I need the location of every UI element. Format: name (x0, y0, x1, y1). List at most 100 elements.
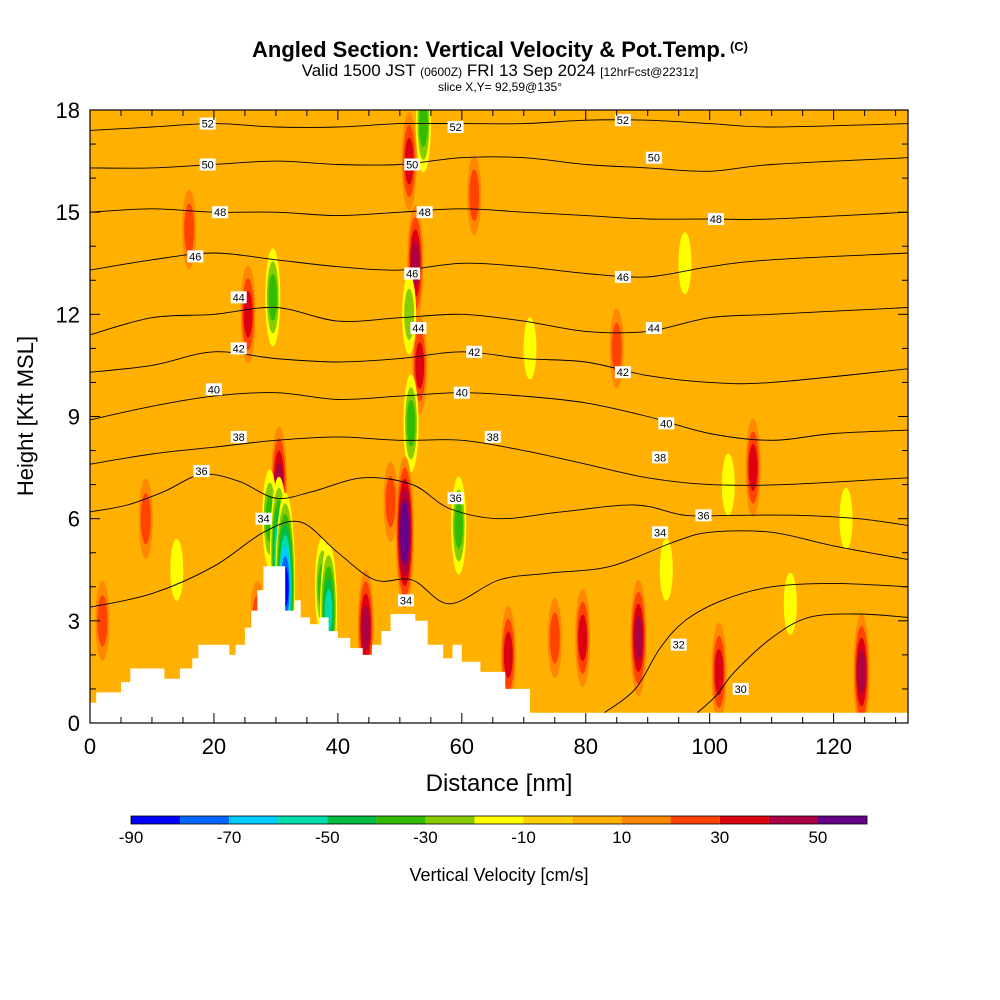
velocity-cell (361, 605, 370, 650)
isentrope-label-text: 48 (418, 207, 430, 219)
isentrope-label-bg (695, 509, 712, 522)
terrain (90, 566, 908, 723)
isentrope-42 (90, 351, 908, 385)
isentrope-label-text: 52 (202, 119, 214, 131)
isentrope-label-bg (230, 342, 247, 355)
isentrope-label: 52 (447, 121, 464, 134)
isentrope-label-bg (484, 430, 501, 443)
colorbar-swatch (621, 816, 671, 824)
valid-time: Valid 1500 JST (301, 61, 416, 80)
isentrope-label: 46 (187, 250, 204, 263)
y-tick-label: 9 (68, 405, 80, 430)
colorbar-swatch (817, 816, 867, 824)
colorbar-tick-label: -10 (511, 828, 536, 847)
velocity-cell (721, 453, 735, 516)
isentrope-label-bg (453, 386, 470, 399)
colorbar-swatch (523, 816, 573, 824)
velocity-cell (454, 502, 464, 549)
isentrope-label: 32 (670, 638, 687, 652)
title-suffix: (C) (729, 39, 748, 54)
isentrope-38 (90, 436, 908, 486)
isentrope-label: 34 (398, 594, 414, 607)
colorbar-swatch (278, 816, 328, 824)
isentrope-label-text: 50 (202, 160, 214, 172)
isentrope-label-text: 36 (195, 466, 207, 478)
isentrope-44 (90, 306, 908, 336)
colorbar-label: Vertical Velocity [cm/s] (409, 865, 588, 885)
isentrope-label: 46 (614, 270, 631, 284)
isentrope-label-bg (193, 465, 210, 477)
isentrope-label-text: 42 (233, 343, 245, 355)
isentrope-label: 36 (447, 492, 464, 505)
isentrope-label: 52 (199, 117, 216, 131)
isentrope-label-bg (614, 114, 631, 127)
title-text: Angled Section: Vertical Velocity & Pot.… (252, 37, 726, 62)
colorbar-swatch (425, 816, 475, 824)
isentrope-label-bg (230, 430, 247, 443)
x-tick-label: 120 (815, 734, 852, 759)
velocity-cell (401, 511, 409, 553)
isentrope-label: 44 (230, 291, 247, 304)
velocity-cell (678, 232, 692, 295)
valid-zulu: (0600Z) (420, 65, 463, 79)
velocity-cell (783, 572, 797, 635)
isentrope-label-bg (466, 345, 483, 358)
isentrope-label-bg (404, 158, 421, 171)
isentrope-label: 38 (230, 430, 247, 444)
isentrope-labels: 30 32 34 34 34 36 36 36 38 38 38 40 40 40 42 42 42 44 44 44… (187, 114, 749, 696)
isentrope-label-text: 40 (208, 384, 220, 396)
isentrope-label-text: 34 (400, 595, 412, 607)
x-axis-label: Distance [nm] (426, 770, 573, 797)
valid-date: FRI 13 Sep 2024 (466, 61, 596, 80)
isentrope-label: 48 (416, 206, 433, 219)
isentrope-label-bg (614, 366, 631, 379)
plot-background (90, 110, 908, 723)
isentrope-label-text: 30 (735, 684, 747, 696)
isentrope-label: 44 (410, 322, 427, 335)
isentrope-label-bg (404, 267, 421, 280)
isentrope-34 (90, 520, 908, 608)
isentrope-label: 42 (614, 366, 631, 379)
colorbar-swatch (131, 816, 181, 824)
isentrope-label: 50 (645, 151, 662, 165)
y-tick-label: 12 (56, 302, 80, 327)
isentrope-label-text: 48 (214, 207, 226, 219)
velocity-cell (634, 615, 643, 660)
velocity-cell (611, 322, 622, 374)
isentrope-label: 30 (732, 682, 749, 696)
plot-area: 30 32 34 34 34 36 36 36 38 38 38 40 40 40 42 42 42 44 44 44… (89, 109, 909, 724)
chart-titles: Angled Section: Vertical Velocity & Pot.… (0, 36, 1000, 94)
isentrope-32 (604, 582, 908, 714)
isentrope-label-text: 42 (468, 347, 480, 359)
isentrope-label-bg (645, 322, 662, 334)
colorbar-swatch (229, 816, 279, 824)
isentrope-label-text: 36 (449, 493, 461, 505)
velocity-cell (469, 169, 480, 221)
isentrope-label-text: 32 (673, 640, 685, 652)
x-tick-label: 100 (691, 734, 728, 759)
chart-title: Angled Section: Vertical Velocity & Pot.… (0, 36, 1000, 61)
isentrope-label: 46 (404, 267, 421, 281)
colorbar-tick-label: -90 (119, 828, 144, 847)
colorbar-tick-label: -70 (217, 828, 242, 847)
isentrope-label-text: 48 (710, 214, 722, 226)
isentrope-label: 48 (212, 206, 229, 219)
isentrope-label-text: 40 (456, 388, 468, 400)
isentrope-46 (90, 252, 908, 278)
x-tick-label: 20 (202, 734, 226, 759)
isentrope-label-bg (212, 206, 229, 219)
isentrope-label: 34 (652, 526, 669, 539)
isentrope-label-text: 46 (189, 251, 201, 263)
velocity-cell (406, 400, 416, 447)
isentrope-label-text: 34 (257, 514, 269, 526)
velocity-cell (268, 274, 278, 321)
isentrope-label-text: 44 (648, 323, 660, 335)
valid-time-line: Valid 1500 JST (0600Z) FRI 13 Sep 2024 [… (0, 62, 1000, 81)
isentrope-label-text: 52 (449, 122, 461, 134)
velocity-cell (97, 595, 108, 647)
isentrope-label-bg (707, 213, 724, 225)
isentrope-label-text: 42 (617, 367, 629, 379)
axes: Distance [nm] Height [Kft MSL] 0 20 40 60 80… (13, 98, 908, 797)
isentrope-label-text: 46 (617, 272, 629, 284)
isentrope-label: 50 (404, 158, 421, 172)
